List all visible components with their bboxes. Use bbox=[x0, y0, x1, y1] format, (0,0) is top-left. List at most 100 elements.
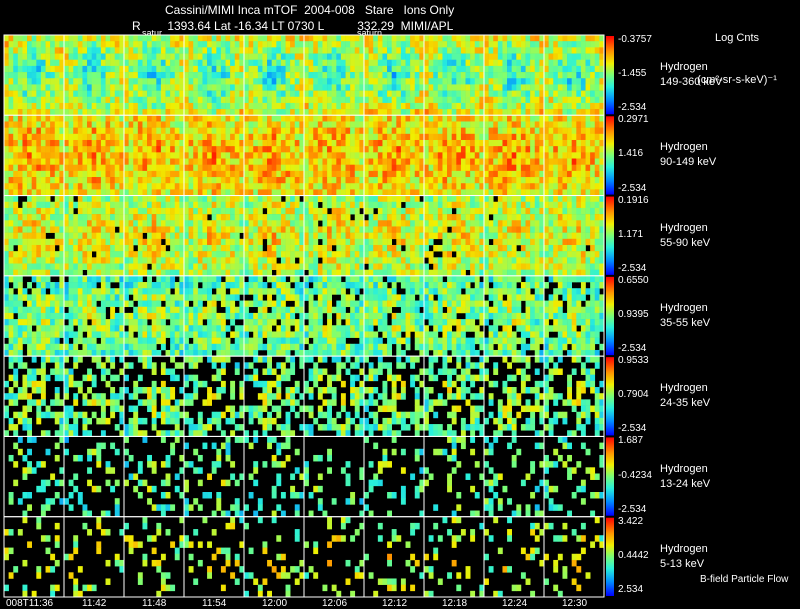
heatmap-cell bbox=[257, 127, 263, 135]
heatmap-cell bbox=[114, 47, 120, 54]
heatmap-cell bbox=[299, 164, 305, 172]
heatmap-cell bbox=[230, 183, 236, 190]
heatmap-cell bbox=[424, 226, 429, 233]
heatmap-cell bbox=[257, 214, 263, 221]
heatmap-cell bbox=[317, 170, 323, 178]
heatmap-cell bbox=[160, 35, 166, 42]
heatmap-cell bbox=[137, 41, 143, 48]
heatmap-cell bbox=[451, 214, 457, 221]
heatmap-cell bbox=[368, 238, 374, 246]
heatmap-cell bbox=[68, 109, 74, 116]
heatmap-cell bbox=[571, 164, 577, 172]
heatmap-cell bbox=[396, 195, 402, 203]
heatmap-cell bbox=[580, 269, 586, 277]
heatmap-cell bbox=[456, 109, 462, 116]
heatmap-cell bbox=[331, 102, 337, 110]
heatmap-cell bbox=[493, 207, 499, 215]
heatmap-cell bbox=[156, 47, 162, 54]
heatmap-cell bbox=[110, 72, 116, 79]
heatmap-cell bbox=[96, 139, 102, 147]
heatmap-cell bbox=[105, 133, 111, 141]
heatmap-cell bbox=[40, 207, 46, 215]
heatmap-cell bbox=[345, 251, 351, 258]
heatmap-cell bbox=[188, 121, 194, 128]
heatmap-cell bbox=[248, 189, 254, 196]
heatmap-cell bbox=[87, 53, 92, 61]
heatmap-cell bbox=[160, 139, 166, 147]
heatmap-cell bbox=[271, 102, 277, 110]
heatmap-cell bbox=[244, 115, 249, 122]
heatmap-cell bbox=[193, 195, 199, 203]
heatmap-cell bbox=[82, 189, 88, 196]
heatmap-cell bbox=[327, 251, 332, 258]
heatmap-cell bbox=[484, 244, 489, 252]
heatmap-cell bbox=[322, 109, 328, 116]
heatmap-cell bbox=[114, 220, 120, 227]
heatmap-cell bbox=[405, 201, 411, 209]
heatmap-cell bbox=[373, 127, 379, 135]
heatmap-cell bbox=[87, 72, 92, 79]
heatmap-cell bbox=[54, 226, 60, 233]
heatmap-cell bbox=[17, 96, 23, 104]
heatmap-cell bbox=[280, 115, 286, 122]
heatmap-cell bbox=[308, 139, 314, 147]
heatmap-cell bbox=[271, 201, 277, 209]
heatmap-cell bbox=[580, 257, 586, 264]
heatmap-cell bbox=[437, 220, 443, 227]
heatmap-cell bbox=[244, 257, 249, 264]
heatmap-cell bbox=[22, 35, 28, 42]
heatmap-cell bbox=[211, 177, 217, 184]
heatmap-cell bbox=[544, 158, 549, 165]
heatmap-cell bbox=[548, 257, 554, 264]
heatmap-cell bbox=[331, 207, 337, 215]
heatmap-cell bbox=[114, 139, 120, 147]
heatmap-cell bbox=[539, 220, 545, 227]
heatmap-cell bbox=[114, 109, 120, 116]
heatmap-cell bbox=[170, 238, 176, 246]
heatmap-cell bbox=[336, 78, 342, 85]
heatmap-cell bbox=[474, 244, 480, 252]
heatmap-cell bbox=[391, 72, 397, 79]
heatmap-cell bbox=[17, 41, 23, 48]
heatmap-cell bbox=[290, 146, 296, 153]
heatmap-cell bbox=[211, 195, 217, 203]
heatmap-cell bbox=[13, 263, 19, 270]
heatmap-cell bbox=[304, 238, 309, 246]
heatmap-cell bbox=[73, 41, 79, 48]
heatmap-cell bbox=[59, 84, 65, 91]
heatmap-cell bbox=[31, 214, 37, 221]
heatmap-cell bbox=[220, 164, 226, 172]
heatmap-cell bbox=[193, 220, 199, 227]
heatmap-cell bbox=[31, 195, 37, 203]
heatmap-cell bbox=[331, 47, 337, 54]
heatmap-cell bbox=[520, 47, 526, 54]
heatmap-cell bbox=[534, 251, 540, 258]
heatmap-cell bbox=[308, 257, 314, 264]
heatmap-cell bbox=[234, 244, 240, 252]
heatmap-cell bbox=[253, 214, 259, 221]
heatmap-cell bbox=[534, 121, 540, 128]
heatmap-cell bbox=[91, 183, 97, 190]
heatmap-cell bbox=[68, 207, 74, 215]
heatmap-cell bbox=[133, 90, 139, 98]
heatmap-cell bbox=[248, 78, 254, 85]
heatmap-cell bbox=[290, 257, 296, 264]
heatmap-cell bbox=[230, 96, 236, 104]
heatmap-cell bbox=[331, 232, 337, 240]
heatmap-cell bbox=[267, 189, 272, 196]
heatmap-cell bbox=[188, 244, 194, 252]
heatmap-cell bbox=[128, 102, 134, 110]
heatmap-cell bbox=[45, 177, 51, 184]
heatmap-cell bbox=[373, 115, 379, 122]
heatmap-cell bbox=[142, 65, 148, 73]
heatmap-cell bbox=[234, 232, 240, 240]
heatmap-cell bbox=[294, 232, 300, 240]
heatmap-cell bbox=[184, 263, 189, 270]
heatmap-cell bbox=[317, 115, 323, 122]
heatmap-cell bbox=[553, 35, 559, 42]
heatmap-cell bbox=[225, 164, 231, 172]
heatmap-cell bbox=[165, 232, 171, 240]
heatmap-cell bbox=[211, 158, 217, 165]
heatmap-cell bbox=[257, 35, 263, 42]
heatmap-cell bbox=[359, 263, 365, 270]
